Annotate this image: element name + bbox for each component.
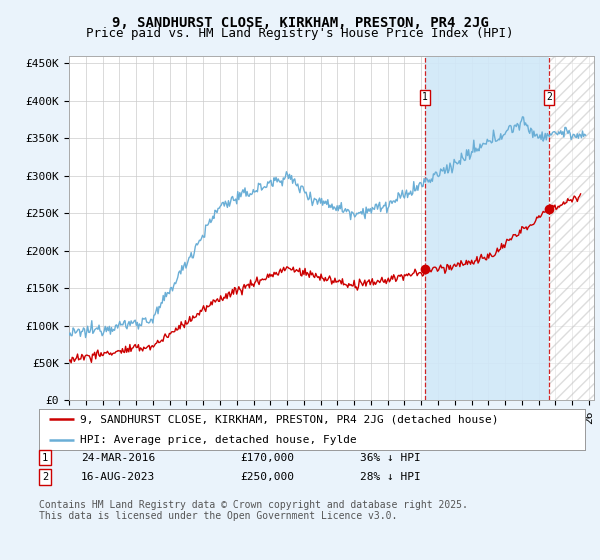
Text: 36% ↓ HPI: 36% ↓ HPI xyxy=(360,452,421,463)
Text: 9, SANDHURST CLOSE, KIRKHAM, PRESTON, PR4 2JG (detached house): 9, SANDHURST CLOSE, KIRKHAM, PRESTON, PR… xyxy=(80,414,499,424)
Text: Contains HM Land Registry data © Crown copyright and database right 2025.
This d: Contains HM Land Registry data © Crown c… xyxy=(39,500,468,521)
Text: 16-AUG-2023: 16-AUG-2023 xyxy=(81,472,155,482)
Text: 1: 1 xyxy=(422,92,428,102)
Bar xyxy=(425,56,549,400)
Text: Price paid vs. HM Land Registry's House Price Index (HPI): Price paid vs. HM Land Registry's House … xyxy=(86,27,514,40)
Text: 9, SANDHURST CLOSE, KIRKHAM, PRESTON, PR4 2JG: 9, SANDHURST CLOSE, KIRKHAM, PRESTON, PR… xyxy=(112,16,488,30)
Text: 1: 1 xyxy=(42,452,48,463)
Text: 2: 2 xyxy=(42,472,48,482)
Text: £250,000: £250,000 xyxy=(240,472,294,482)
Text: 28% ↓ HPI: 28% ↓ HPI xyxy=(360,472,421,482)
Bar xyxy=(549,56,594,400)
Text: £170,000: £170,000 xyxy=(240,452,294,463)
Text: HPI: Average price, detached house, Fylde: HPI: Average price, detached house, Fyld… xyxy=(80,435,356,445)
Text: 2: 2 xyxy=(546,92,552,102)
Text: 24-MAR-2016: 24-MAR-2016 xyxy=(81,452,155,463)
